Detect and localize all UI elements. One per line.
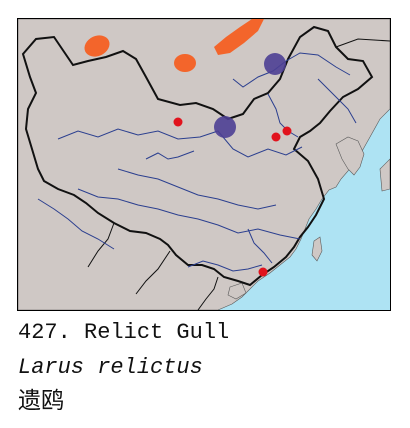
record-points (173, 117, 292, 277)
record-point (282, 126, 292, 136)
resident-area-marker (264, 53, 286, 75)
breeding-range-patch (214, 19, 264, 55)
species-chinese-name: 遗鸥 (18, 388, 64, 414)
breeding-range-patch (174, 54, 196, 72)
breeding-range-areas (84, 19, 264, 72)
national-border (21, 25, 374, 287)
land-korea (335, 136, 365, 176)
record-point (258, 267, 268, 277)
neighbour-border (87, 38, 390, 310)
record-point (173, 117, 183, 127)
species-scientific-name: Larus relictus (18, 355, 203, 380)
land-taiwan (311, 236, 323, 262)
distribution-map (17, 18, 391, 311)
land-area (18, 19, 390, 310)
rivers (37, 52, 357, 272)
breeding-range-patch (84, 35, 110, 57)
record-point (271, 132, 281, 142)
species-number-and-name: 427. Relict Gull (18, 320, 230, 345)
resident-areas (214, 53, 286, 138)
resident-area-marker (214, 116, 236, 138)
land-japan (379, 158, 390, 192)
land-hainan (227, 282, 247, 300)
